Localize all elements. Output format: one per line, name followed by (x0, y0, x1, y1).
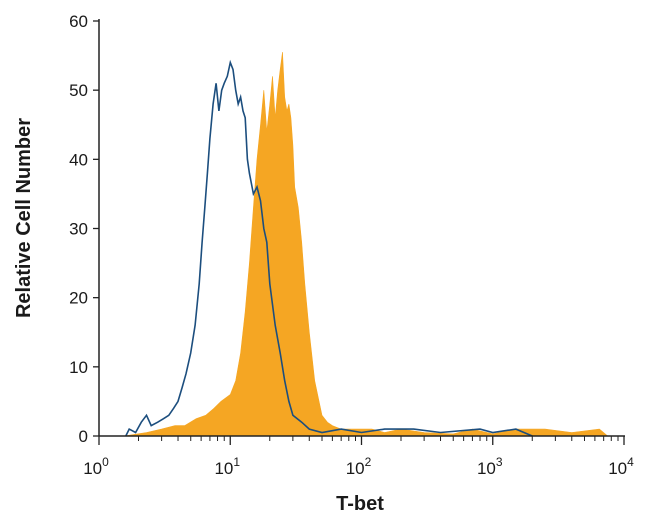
y-tick-label: 10 (69, 358, 88, 377)
tick-labels: 0 10 20 30 40 50 60 100 101 102 103 104 (69, 12, 634, 478)
plot-series (123, 52, 609, 437)
x-tick-label: 102 (346, 455, 372, 478)
x-axis-title: T-bet (336, 493, 384, 515)
x-tick-label: 101 (214, 455, 240, 478)
y-tick-label: 30 (69, 220, 88, 239)
x-tick-label: 100 (83, 455, 109, 478)
y-axis-title: Relative Cell Number (13, 118, 35, 318)
y-tick-label: 20 (69, 289, 88, 308)
y-tick-label: 0 (79, 427, 88, 446)
series-outline-histogram (125, 59, 533, 437)
y-tick-label: 40 (69, 150, 88, 169)
series-filled-histogram (123, 52, 609, 437)
x-tick-label: 103 (477, 455, 503, 478)
y-tick-label: 60 (69, 12, 88, 31)
y-tick-label: 50 (69, 81, 88, 100)
x-tick-label: 104 (608, 455, 634, 478)
axes (93, 19, 625, 445)
